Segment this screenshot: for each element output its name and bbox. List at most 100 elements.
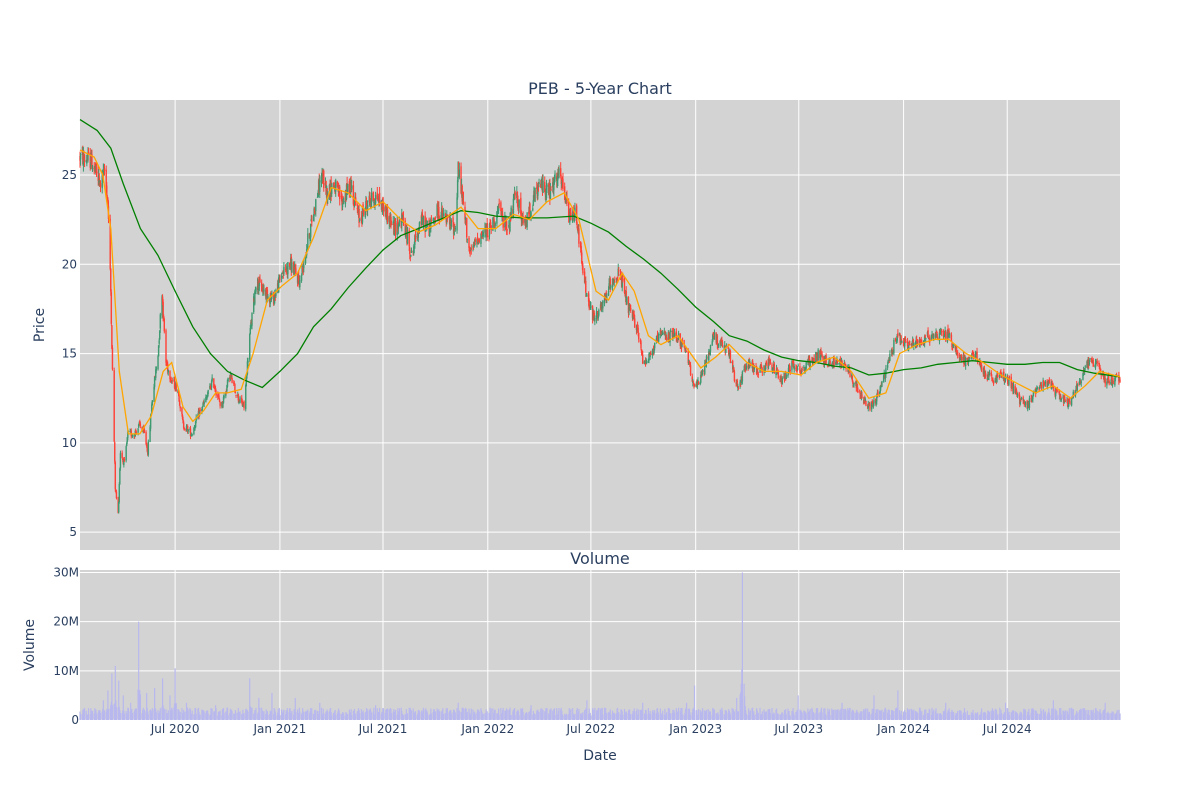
candle-body xyxy=(106,196,109,198)
candle-body xyxy=(567,201,570,218)
candle-body xyxy=(113,370,115,442)
candle-body xyxy=(1118,375,1120,382)
candle-body xyxy=(162,301,164,318)
candle-body xyxy=(852,381,854,384)
candle-body xyxy=(776,367,778,373)
candle-body xyxy=(159,314,162,329)
candle-body xyxy=(316,196,319,198)
candle-body xyxy=(787,367,790,374)
volume-bar xyxy=(171,709,173,720)
candle-body xyxy=(580,246,582,254)
volume-bar xyxy=(825,715,827,720)
volume-bar xyxy=(600,708,602,720)
volume-bar xyxy=(195,713,197,720)
candle-body xyxy=(452,217,454,223)
candle-body xyxy=(1028,398,1031,408)
candle-body xyxy=(942,330,945,337)
candle-body xyxy=(193,428,195,435)
volume-bar xyxy=(311,708,313,720)
candle-body xyxy=(201,409,203,412)
candle-body xyxy=(1096,361,1098,364)
candle-body xyxy=(402,217,405,221)
volume-bar xyxy=(223,712,225,720)
candle-body xyxy=(996,374,999,377)
candle-body xyxy=(1008,375,1011,377)
candle-body xyxy=(581,252,583,264)
candle-body xyxy=(286,266,288,271)
candle-body xyxy=(82,152,85,166)
candle-body xyxy=(990,372,992,377)
candle-body xyxy=(641,352,643,354)
candle-body xyxy=(875,400,877,405)
candle-body xyxy=(632,313,634,319)
candle-body xyxy=(206,396,208,399)
candle-body xyxy=(994,378,996,383)
candle-body xyxy=(925,337,927,339)
volume-y-tick-label: 0 xyxy=(71,713,79,727)
candle-body xyxy=(988,373,991,375)
candle-body xyxy=(249,334,251,360)
candle-body xyxy=(699,382,701,385)
candle-body xyxy=(441,209,443,213)
candle-body xyxy=(712,332,715,336)
price-panel: 5 10 15 20 25 PEB - 5-Year Chart Price xyxy=(32,79,1121,550)
volume-bar xyxy=(1008,714,1011,720)
candle-body xyxy=(664,332,666,334)
volume-bar xyxy=(189,709,192,720)
volume-bar xyxy=(278,707,280,720)
candle-body xyxy=(1020,397,1023,400)
candle-body xyxy=(207,390,209,395)
volume-bar xyxy=(402,714,405,720)
candle-body xyxy=(951,343,953,348)
candle-body xyxy=(174,388,176,390)
candle-body xyxy=(1112,380,1114,384)
candle-body xyxy=(223,395,225,398)
candle-body xyxy=(889,353,891,361)
candle-body xyxy=(1036,387,1039,389)
candle-body xyxy=(90,165,92,167)
volume-bar xyxy=(843,708,845,720)
volume-bar xyxy=(275,715,277,720)
candle-body xyxy=(218,395,220,398)
candle-body xyxy=(697,379,699,383)
volume-bar xyxy=(885,709,887,720)
candle-body xyxy=(677,339,679,341)
candle-body xyxy=(669,330,672,333)
candle-body xyxy=(1060,398,1063,401)
candle-body xyxy=(1071,397,1073,399)
volume-bar xyxy=(538,711,540,720)
candle-body xyxy=(968,357,971,359)
candle-body xyxy=(294,265,296,267)
candle-body xyxy=(247,360,249,363)
volume-bar xyxy=(131,713,133,720)
candle-body xyxy=(111,325,113,349)
candle-body xyxy=(83,160,86,162)
volume-bar xyxy=(335,714,337,720)
candle-body xyxy=(421,213,423,226)
volume-bar xyxy=(759,707,761,720)
candle-body xyxy=(414,234,417,239)
candle-body xyxy=(843,363,846,365)
candle-body xyxy=(249,327,251,335)
price-y-tick-label: 5 xyxy=(69,525,77,539)
volume-bar xyxy=(729,714,732,720)
candle-body xyxy=(191,434,193,436)
candle-body xyxy=(1018,392,1020,398)
volume-bar xyxy=(203,711,205,720)
candle-body xyxy=(170,380,172,382)
candle-body xyxy=(855,380,857,389)
candle-body xyxy=(800,369,803,373)
candle-body xyxy=(951,347,954,349)
candle-body xyxy=(737,386,739,388)
candle-body xyxy=(661,332,664,335)
candle-body xyxy=(579,241,582,248)
volume-bar xyxy=(546,708,548,720)
candle-body xyxy=(660,333,663,335)
candle-body xyxy=(476,237,479,241)
candle-body xyxy=(546,184,548,187)
candle-body xyxy=(233,382,236,384)
candle-body xyxy=(293,269,295,275)
candle-body xyxy=(1023,399,1025,402)
candle-body xyxy=(157,356,159,370)
candle-body xyxy=(909,343,911,345)
